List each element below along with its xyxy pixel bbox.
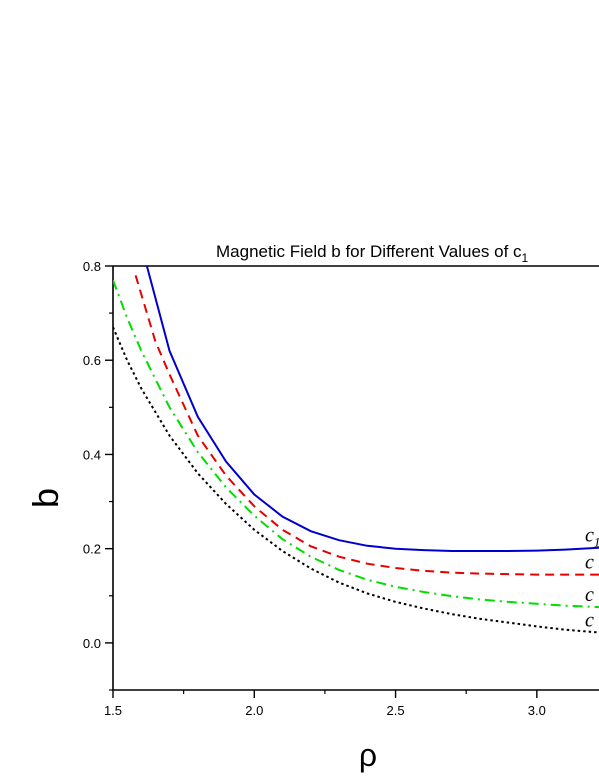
series-line-1: [145, 266, 599, 552]
series-line-4: [113, 326, 599, 634]
series-label-2: c: [585, 552, 594, 574]
series-label-4: c: [585, 610, 594, 632]
chart-title-main: Magnetic Field b for Different Values of…: [216, 242, 522, 261]
chart-title-subscript: 1: [522, 251, 529, 265]
plot-frame: [112, 265, 599, 691]
y-tick-label: 0.2: [83, 542, 101, 557]
y-tick-label: 0.8: [83, 259, 101, 274]
y-axis-title: b: [25, 488, 66, 508]
labels-layer: c1ccc: [585, 525, 599, 632]
y-tick-label: 0.4: [83, 447, 101, 462]
chart-title: Magnetic Field b for Different Values of…: [216, 242, 529, 265]
x-axis-title: ρ: [359, 737, 377, 773]
axes-layer: 1.5 2.0 2.5 3.0 0.0 0.2 0.4 0.6 0.8: [83, 259, 546, 718]
y-tick-label: 0.6: [83, 353, 101, 368]
series-line-2: [134, 275, 599, 576]
series-label-name: c: [585, 552, 594, 574]
x-tick-label: 1.5: [104, 703, 122, 718]
x-tick-label: 2.5: [387, 703, 405, 718]
series-label-1: c1: [585, 525, 599, 550]
series-layer: [113, 266, 599, 634]
y-tick-label: 0.0: [83, 636, 101, 651]
series-label-name: c: [585, 610, 594, 632]
series-label-subscript: 1: [594, 535, 599, 550]
series-label-3: c: [585, 584, 594, 606]
series-line-3: [113, 279, 599, 609]
series-label-name: c: [585, 584, 594, 606]
x-tick-label: 2.0: [245, 703, 263, 718]
x-tick-label: 3.0: [528, 703, 546, 718]
series-label-name: c: [585, 525, 594, 547]
